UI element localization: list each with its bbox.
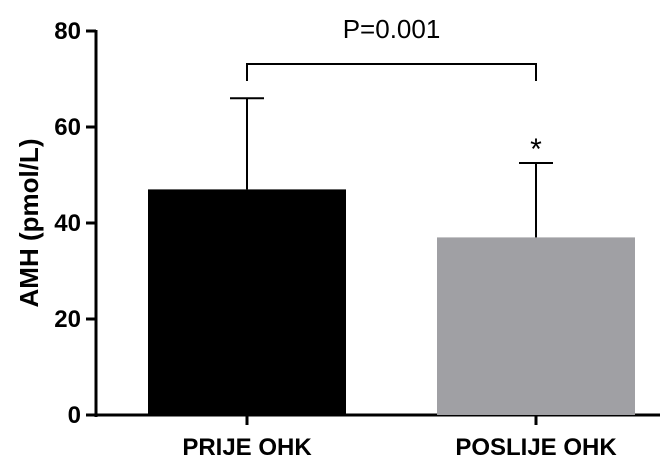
- category-label: PRIJE OHK: [182, 434, 312, 457]
- y-ticks: 0 20 40 60 80: [54, 18, 96, 429]
- y-axis-label: AMH (pmol/L): [14, 139, 44, 308]
- bars: [148, 189, 635, 415]
- bar: [148, 189, 346, 415]
- y-tick-label: 80: [54, 18, 81, 45]
- significance-bracket: P=0.001 *: [246, 14, 542, 166]
- y-tick-label: 20: [54, 306, 81, 333]
- y-tick-label: 60: [54, 114, 81, 141]
- bracket-line: [246, 63, 537, 81]
- y-tick-label: 0: [68, 402, 81, 429]
- y-tick-label: 40: [54, 210, 81, 237]
- significance-asterisk: *: [530, 133, 542, 166]
- category-labels: PRIJE OHK POSLIJE OHK: [182, 434, 617, 457]
- bar: [437, 237, 635, 415]
- p-value-label: P=0.001: [343, 14, 441, 44]
- error-bars: [230, 97, 553, 238]
- category-label: POSLIJE OHK: [455, 434, 617, 457]
